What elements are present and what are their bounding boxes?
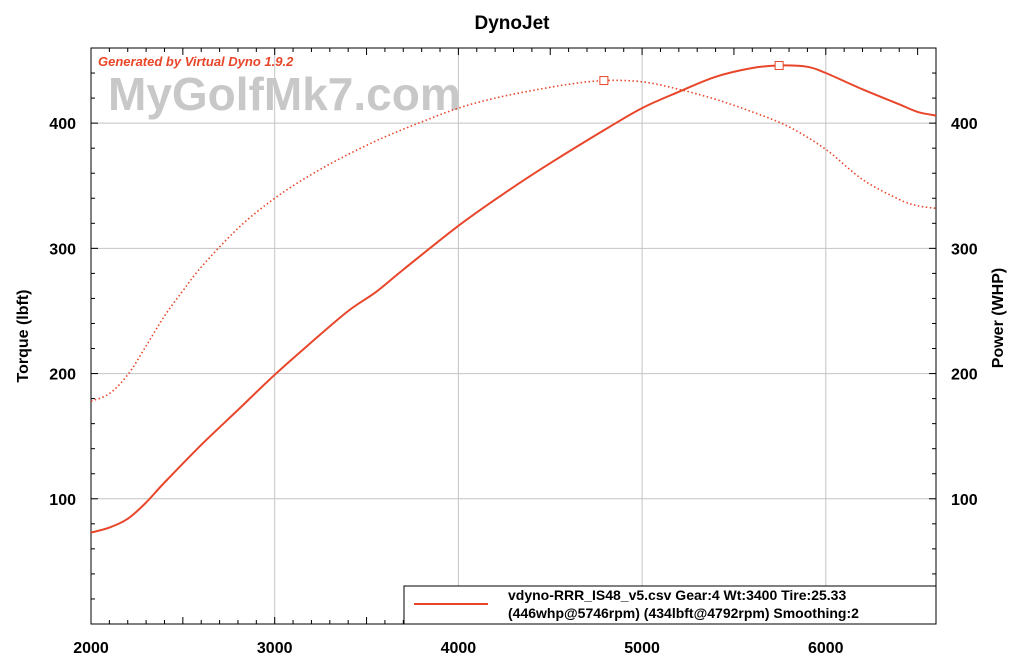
generated-by-label: Generated by Virtual Dyno 1.9.2 [98, 54, 294, 69]
y-tick-label-right: 400 [951, 116, 978, 133]
legend-box [403, 585, 937, 625]
series-line-dotted [90, 79, 937, 402]
x-tick-label: 2000 [73, 640, 109, 657]
axis-ticks [90, 47, 937, 625]
watermark-text: MyGolfMk7.com [108, 68, 461, 120]
series-line-solid [90, 64, 937, 534]
x-tick-labels: 2000 3000 4000 5000 6000 [73, 640, 843, 657]
peak-markers [599, 61, 784, 86]
chart-title: DynoJet [475, 13, 551, 34]
plot-area-frame [90, 47, 937, 625]
grid-lines [91, 48, 936, 624]
legend-text-line1: vdyno-RRR_IS48_v5.csv Gear:4 Wt:3400 Tir… [508, 587, 846, 603]
peak-marker [774, 61, 784, 71]
x-tick-label: 5000 [624, 640, 660, 657]
x-tick-label: 6000 [808, 640, 844, 657]
x-tick-label: 4000 [441, 640, 477, 657]
y-tick-label-left: 400 [49, 116, 76, 133]
peak-marker [599, 76, 609, 86]
legend-text-line2: (446whp@5746rpm) (434lbft@4792rpm) Smoot… [508, 605, 859, 621]
y-axis-left-label: Torque (lbft) [15, 289, 32, 382]
legend: vdyno-RRR_IS48_v5.csv Gear:4 Wt:3400 Tir… [403, 585, 937, 625]
y-tick-label-right: 100 [951, 492, 978, 509]
y-tick-label-left: 300 [49, 241, 76, 258]
x-tick-label: 3000 [257, 640, 293, 657]
y-tick-labels: 100 100 200 200 300 300 400 400 [49, 116, 978, 509]
y-tick-label-left: 100 [49, 492, 76, 509]
y-axis-right-label: Power (WHP) [990, 268, 1007, 368]
y-tick-label-right: 300 [951, 241, 978, 258]
series-group [90, 64, 937, 534]
y-tick-label-left: 200 [49, 367, 76, 384]
y-tick-label-right: 200 [951, 367, 978, 384]
